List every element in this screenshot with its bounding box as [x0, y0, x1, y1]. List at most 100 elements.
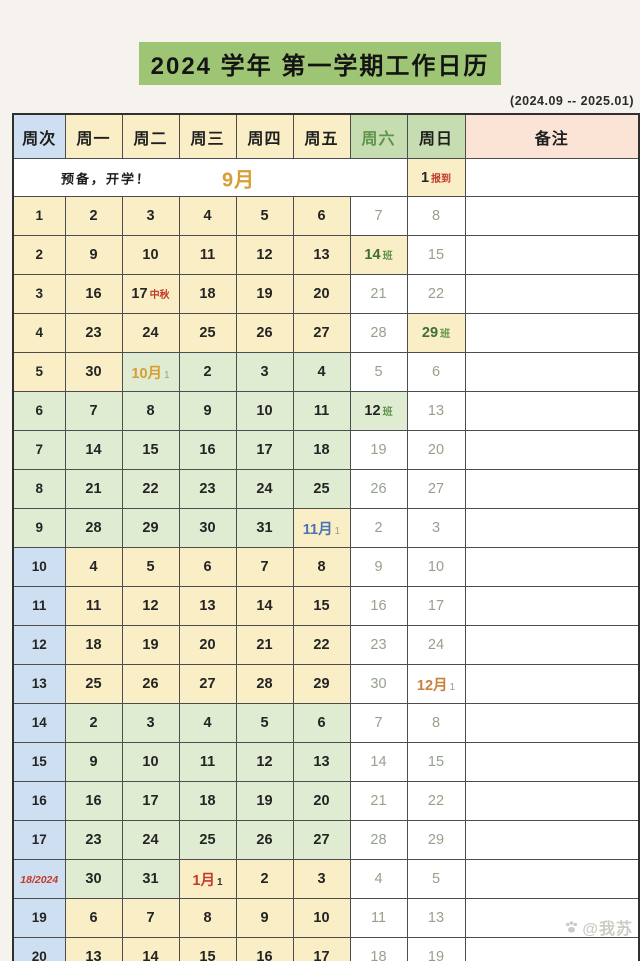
- week-number-cell: 7: [12, 430, 66, 470]
- day-number: 9: [203, 403, 212, 419]
- day-cell: 13: [292, 742, 351, 782]
- remark-cell: [464, 664, 640, 704]
- day-cell: 8: [406, 703, 466, 743]
- day-cell: 20: [292, 781, 351, 821]
- week-number: 1: [35, 208, 43, 223]
- day-number: 8: [431, 208, 441, 224]
- remark-cell: [464, 625, 640, 665]
- day-cell: 22: [406, 781, 466, 821]
- day-cell: 26: [235, 313, 294, 353]
- day-cell: 29: [121, 508, 180, 548]
- day-cell: 12: [235, 235, 294, 275]
- day-number: 28: [370, 832, 387, 848]
- week-number-cell: 15: [12, 742, 66, 782]
- day-cell: 10: [121, 235, 180, 275]
- day-number: 15: [427, 754, 445, 770]
- day-number: 30: [85, 871, 102, 887]
- day-number: 21: [370, 793, 387, 809]
- day-cell: 21: [235, 625, 294, 665]
- watermark-text: @我苏: [582, 921, 633, 938]
- day-number: 14: [85, 442, 102, 458]
- day-number: 15: [142, 442, 159, 458]
- day-number: 22: [427, 793, 445, 809]
- day-cell: 3: [406, 508, 466, 548]
- week-row-14: 14 2 3 4 5 6 7 8: [12, 703, 640, 743]
- week-number-cell: 17: [12, 820, 66, 860]
- week-row-7: 7 14 15 16 17 18 19 20: [12, 430, 640, 470]
- remark-cell: [464, 547, 640, 587]
- week-number: 20: [31, 949, 47, 961]
- week-row-2: 2 9 10 11 12 13 14 班 15: [12, 235, 640, 275]
- day-number: 11: [313, 403, 330, 419]
- header-cell-tue: 周二: [121, 113, 180, 159]
- day-number: 3: [431, 520, 441, 536]
- day-cell: 29: [292, 664, 351, 704]
- day-cell: 15: [406, 742, 466, 782]
- week-number: 8: [35, 481, 43, 496]
- day-cell: 20: [406, 430, 466, 470]
- day-number: 13: [313, 247, 330, 263]
- day-number: 27: [313, 325, 330, 341]
- semester-start-note: 预备，开学！: [60, 171, 152, 186]
- day-number: 25: [313, 481, 330, 497]
- day-number: 18: [199, 286, 216, 302]
- day-cell: 30: [64, 859, 123, 899]
- day-cell: 6: [64, 898, 123, 938]
- header-cell-mon: 周一: [64, 113, 123, 159]
- day-cell: 10: [121, 742, 180, 782]
- day-number: 29: [421, 325, 439, 341]
- day-cell: 14: [64, 430, 123, 470]
- day-number: 7: [374, 715, 383, 731]
- week-row-1: 1 2 3 4 5 6 7 8: [12, 196, 640, 236]
- day-number: 19: [142, 637, 159, 653]
- day-number: 28: [370, 325, 387, 341]
- day-cell: 3: [121, 196, 180, 236]
- day-cell: 25: [178, 820, 237, 860]
- day-number: 23: [370, 637, 387, 653]
- day-number: 31: [256, 520, 273, 536]
- day-number: 13: [85, 949, 102, 961]
- day-number: 2: [260, 871, 269, 887]
- day-cell-september-1: 1 报到: [406, 158, 466, 197]
- day-cell: 4: [292, 352, 351, 392]
- remark-cell: [464, 391, 640, 431]
- day-number: 8: [317, 559, 326, 575]
- header-cell-fri: 周五: [292, 113, 351, 159]
- day-number: 12: [256, 754, 273, 770]
- day-number: 18: [313, 442, 330, 458]
- day-cell: 14: [235, 586, 294, 626]
- week-number: 7: [35, 442, 43, 457]
- week-row-17: 17 23 24 25 26 27 28 29: [12, 820, 640, 860]
- day-cell: 18: [349, 937, 408, 961]
- day-number: 15: [313, 598, 330, 614]
- day-number: 30: [370, 676, 387, 692]
- header-cell-remark: 备注: [464, 113, 640, 159]
- day-number: 19: [256, 793, 273, 809]
- day-cell: 24: [121, 313, 180, 353]
- header-cell-sat: 周六: [349, 113, 408, 159]
- day-cell: 9: [235, 898, 294, 938]
- remark-cell: [464, 274, 640, 314]
- day-cell: 14 班: [349, 235, 408, 275]
- day-cell: 28: [349, 313, 408, 353]
- week-row-18/2024: 18/2024 30 31 1月 1 2 3 4 5: [12, 859, 640, 899]
- day-cell: 11: [349, 898, 408, 938]
- day-number: 18: [85, 637, 102, 653]
- week-number: 14: [31, 715, 47, 730]
- day-cell: 7: [349, 196, 408, 236]
- day-number: 9: [89, 754, 98, 770]
- day-cell: 4: [64, 547, 123, 587]
- day-number: 18: [199, 793, 216, 809]
- day-number: 8: [146, 403, 155, 419]
- day-number: 2: [89, 715, 98, 731]
- day-cell: 7: [64, 391, 123, 431]
- day-number: 16: [199, 442, 216, 458]
- week-row-20: 20 13 14 15 16 17 18 19: [12, 937, 640, 961]
- day-number: 8: [431, 715, 441, 731]
- day-number: 1: [420, 169, 430, 186]
- week-row-4: 4 23 24 25 26 27 28 29 班: [12, 313, 640, 353]
- day-number: 12: [142, 598, 159, 614]
- day-number: 16: [370, 598, 387, 614]
- day-number: 1月: [192, 872, 215, 889]
